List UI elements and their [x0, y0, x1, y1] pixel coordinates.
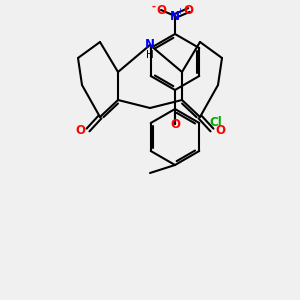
Text: O: O — [75, 124, 85, 136]
Text: Cl: Cl — [209, 116, 222, 130]
Text: +: + — [177, 7, 183, 16]
Text: H: H — [146, 50, 154, 60]
Text: O: O — [170, 118, 180, 130]
Text: N: N — [170, 10, 180, 22]
Text: O: O — [183, 4, 193, 16]
Text: N: N — [145, 38, 155, 52]
Text: O: O — [156, 4, 166, 16]
Text: -: - — [152, 2, 156, 12]
Text: O: O — [215, 124, 225, 136]
